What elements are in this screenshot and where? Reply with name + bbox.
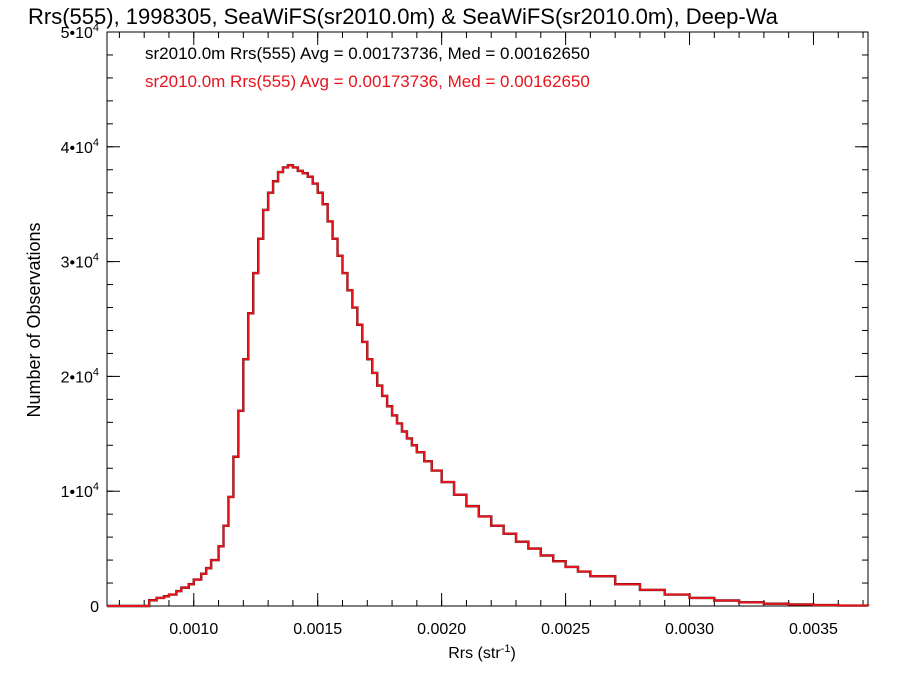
y-tick-exponent: 4 <box>93 252 99 264</box>
chart-title: Rrs(555), 1998305, SeaWiFS(sr2010.0m) & … <box>28 4 779 29</box>
y-tick-mantissa: 5•10 <box>61 25 93 42</box>
y-tick-label: 2•104 <box>61 366 99 386</box>
x-tick-label: 0.0020 <box>417 621 466 638</box>
y-tick-exponent: 4 <box>93 22 99 34</box>
x-tick-label: 0.0035 <box>789 621 838 638</box>
x-axis-label-end: ) <box>510 645 515 662</box>
y-tick-mantissa: 0 <box>90 599 99 616</box>
x-tick-label: 0.0025 <box>541 621 590 638</box>
y-tick-mantissa: 4•10 <box>61 140 93 157</box>
y-tick-label: 5•104 <box>61 22 99 42</box>
x-axis-label-main: Rrs (str <box>448 645 501 662</box>
y-tick-mantissa: 2•10 <box>61 369 93 386</box>
y-axis-label: Number of Observations <box>24 222 44 417</box>
major-ticks <box>107 31 868 607</box>
x-axis-label-exponent: -1 <box>501 643 511 655</box>
legend: sr2010.0m Rrs(555) Avg = 0.00173736, Med… <box>145 44 590 91</box>
y-tick-mantissa: 1•10 <box>61 484 93 501</box>
y-tick-exponent: 4 <box>93 137 99 149</box>
x-tick-label: 0.0010 <box>169 621 218 638</box>
x-tick-labels: 0.0010 0.0015 0.0020 0.0025 0.0030 0.0035 <box>169 621 838 638</box>
series-line-1 <box>107 164 869 607</box>
y-tick-exponent: 4 <box>93 366 99 378</box>
y-tick-label: 3•104 <box>61 252 99 272</box>
series-layer <box>107 163 870 608</box>
x-axis-label: Rrs (str-1) <box>448 643 516 662</box>
x-tick-label: 0.0030 <box>665 621 714 638</box>
legend-entry-0: sr2010.0m Rrs(555) Avg = 0.00173736, Med… <box>145 44 590 63</box>
legend-entry-1: sr2010.0m Rrs(555) Avg = 0.00173736, Med… <box>145 72 590 91</box>
y-tick-label: 4•104 <box>61 137 99 157</box>
y-tick-label: 1•104 <box>61 481 99 501</box>
plot-border <box>106 31 869 607</box>
x-tick-label: 0.0015 <box>293 621 342 638</box>
minor-ticks <box>107 31 868 607</box>
series-line-0 <box>107 163 870 608</box>
y-tick-mantissa: 3•10 <box>61 255 93 272</box>
y-tick-label: 0 <box>90 599 99 616</box>
plot-frame <box>106 31 869 607</box>
y-tick-exponent: 4 <box>93 481 99 493</box>
